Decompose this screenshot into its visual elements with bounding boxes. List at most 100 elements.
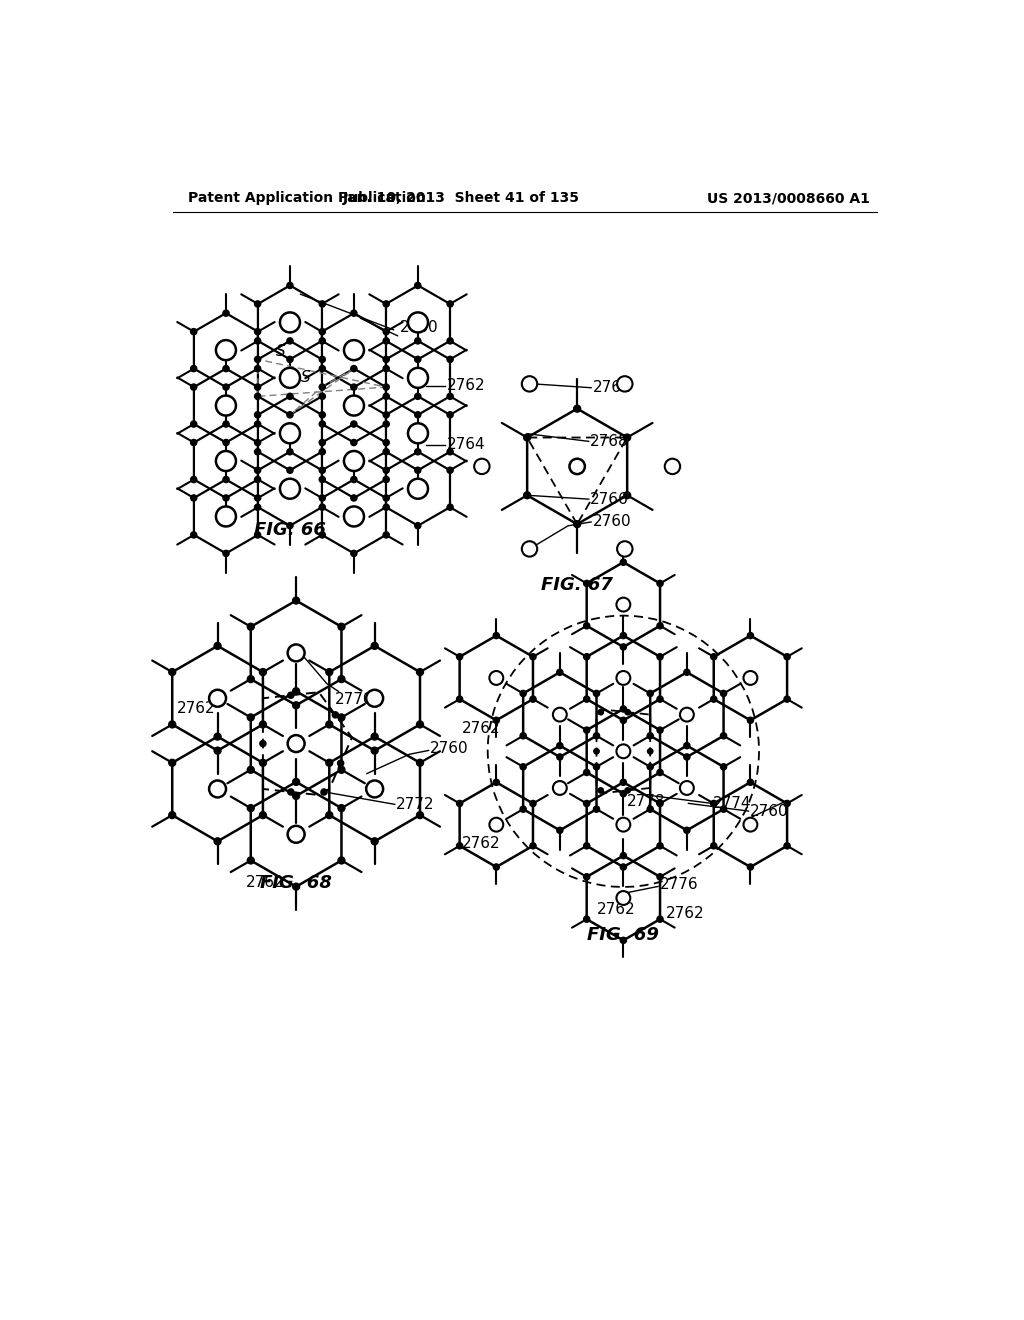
- Circle shape: [255, 467, 261, 474]
- Circle shape: [169, 721, 176, 727]
- Circle shape: [417, 759, 424, 766]
- Circle shape: [680, 781, 694, 795]
- Circle shape: [190, 366, 197, 372]
- Circle shape: [338, 714, 345, 721]
- Circle shape: [288, 644, 304, 661]
- Circle shape: [408, 368, 428, 388]
- Circle shape: [624, 492, 631, 499]
- Circle shape: [584, 916, 590, 923]
- Circle shape: [522, 541, 538, 557]
- Circle shape: [248, 676, 254, 682]
- Circle shape: [657, 696, 664, 702]
- Circle shape: [721, 690, 727, 697]
- Circle shape: [169, 812, 176, 818]
- Circle shape: [190, 440, 197, 446]
- Circle shape: [457, 800, 463, 807]
- Text: 2768: 2768: [590, 434, 629, 449]
- Circle shape: [415, 523, 421, 529]
- Circle shape: [260, 741, 266, 747]
- Circle shape: [657, 727, 664, 733]
- Circle shape: [319, 356, 326, 363]
- Circle shape: [383, 329, 389, 335]
- Circle shape: [489, 817, 503, 832]
- Text: 2774: 2774: [714, 796, 752, 810]
- Circle shape: [344, 507, 364, 527]
- Circle shape: [287, 338, 293, 345]
- Circle shape: [344, 341, 364, 360]
- Text: 2762: 2762: [593, 380, 631, 395]
- Circle shape: [573, 520, 581, 528]
- Circle shape: [621, 632, 627, 639]
- Circle shape: [415, 393, 421, 400]
- Circle shape: [255, 338, 261, 345]
- Text: 2770: 2770: [335, 692, 373, 706]
- Text: 2762: 2762: [462, 836, 501, 851]
- Circle shape: [584, 874, 590, 880]
- Circle shape: [223, 310, 229, 317]
- Circle shape: [598, 709, 603, 715]
- Circle shape: [417, 721, 424, 727]
- Circle shape: [383, 504, 389, 511]
- Circle shape: [333, 711, 339, 718]
- Circle shape: [280, 368, 300, 388]
- Circle shape: [625, 788, 631, 793]
- Circle shape: [594, 748, 599, 754]
- Circle shape: [494, 863, 500, 870]
- Text: 2762: 2762: [462, 721, 501, 735]
- Circle shape: [288, 789, 294, 795]
- Circle shape: [415, 467, 421, 474]
- Circle shape: [248, 857, 254, 863]
- Circle shape: [351, 421, 357, 428]
- Circle shape: [616, 744, 631, 758]
- Circle shape: [711, 800, 717, 807]
- Circle shape: [383, 384, 389, 391]
- Circle shape: [624, 434, 631, 441]
- Circle shape: [621, 791, 627, 797]
- Circle shape: [684, 754, 690, 760]
- Circle shape: [371, 643, 378, 649]
- Circle shape: [326, 669, 333, 676]
- Circle shape: [784, 800, 791, 807]
- Circle shape: [288, 692, 294, 698]
- Circle shape: [190, 532, 197, 539]
- Circle shape: [447, 449, 454, 455]
- Circle shape: [621, 937, 627, 944]
- Circle shape: [557, 669, 563, 676]
- Circle shape: [408, 313, 428, 333]
- Text: S: S: [301, 370, 310, 384]
- Circle shape: [255, 366, 261, 372]
- Circle shape: [287, 523, 293, 529]
- Text: 2766: 2766: [590, 491, 629, 507]
- Circle shape: [383, 412, 389, 418]
- Text: 2762: 2762: [246, 875, 285, 890]
- Circle shape: [351, 384, 357, 391]
- Circle shape: [711, 696, 717, 702]
- Circle shape: [319, 366, 326, 372]
- Circle shape: [616, 817, 631, 832]
- Circle shape: [255, 495, 261, 502]
- Circle shape: [647, 764, 653, 770]
- Circle shape: [408, 424, 428, 444]
- Circle shape: [523, 492, 530, 499]
- Circle shape: [223, 384, 229, 391]
- Text: 2776: 2776: [659, 878, 698, 892]
- Circle shape: [319, 440, 326, 446]
- Circle shape: [684, 828, 690, 833]
- Circle shape: [665, 459, 680, 474]
- Circle shape: [748, 717, 754, 723]
- Circle shape: [338, 767, 345, 774]
- Circle shape: [647, 748, 653, 754]
- Circle shape: [417, 812, 424, 818]
- Circle shape: [338, 760, 344, 767]
- Circle shape: [594, 764, 600, 770]
- Circle shape: [415, 449, 421, 455]
- Circle shape: [621, 863, 627, 870]
- Circle shape: [338, 623, 345, 630]
- Circle shape: [447, 504, 454, 511]
- Circle shape: [255, 412, 261, 418]
- Circle shape: [617, 541, 633, 557]
- Circle shape: [584, 727, 590, 733]
- Circle shape: [293, 702, 300, 709]
- Circle shape: [383, 467, 389, 474]
- Circle shape: [287, 356, 293, 363]
